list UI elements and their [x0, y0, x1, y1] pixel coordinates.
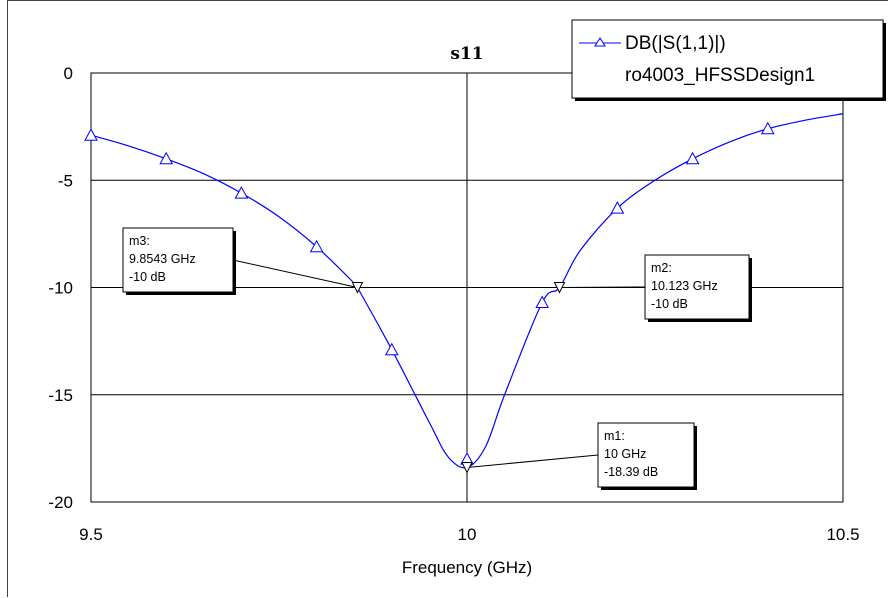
marker-box: [122, 227, 234, 293]
data-point-triangle: [535, 295, 550, 309]
marker-box: [644, 254, 750, 320]
data-point-triangle: [685, 151, 700, 165]
x-tick-label: 10: [458, 525, 477, 544]
tick-labels: 9.5 10 10.5 0 -5 -10 -15 -20: [48, 64, 859, 544]
s11-chart: 9.5 10 10.5 0 -5 -10 -15 -20 s11 Frequency (GHz…: [48, 19, 886, 577]
marker-leader-line: [232, 259, 358, 288]
marker-label: -10 dB: [651, 297, 688, 311]
data-point-triangle: [610, 201, 625, 214]
marker-label: 10 GHz: [604, 447, 646, 461]
marker-box: [597, 422, 695, 488]
y-tick-label: -15: [48, 386, 73, 405]
legend-box: [571, 19, 884, 99]
legend-triangle-icon: [594, 37, 606, 47]
marker-label: m3:: [129, 234, 150, 248]
data-point-triangle: [760, 121, 775, 135]
marker-label: 10.123 GHz: [651, 279, 718, 293]
marker-point-icon: [553, 282, 566, 294]
plot-window: 9.5 10 10.5 0 -5 -10 -15 -20 s11 Frequency (GHz…: [7, 0, 888, 597]
x-tick-label: 10.5: [826, 525, 859, 544]
data-point-triangle: [234, 186, 249, 199]
data-point-triangle: [159, 151, 174, 165]
marker-leader-line: [559, 286, 646, 288]
x-tick-label: 9.5: [79, 525, 103, 544]
marker-annotations: m3: 9.8543 GHz -10 dB m2: 10.123 GHz -10 dB m1…: [122, 227, 752, 490]
marker-label: 9.8543 GHz: [129, 252, 196, 266]
chart-title: s11: [450, 44, 483, 64]
data-point-triangle: [384, 342, 399, 356]
marker-point-icon: [351, 282, 364, 294]
marker-label: m2:: [651, 261, 672, 275]
legend: DB(|S(1,1)|) ro4003_HFSSDesign1: [571, 19, 886, 101]
marker-leader-line: [466, 454, 599, 468]
data-point-triangle: [309, 239, 324, 253]
y-tick-label: -20: [48, 493, 73, 512]
x-axis-label: Frequency (GHz): [402, 558, 532, 577]
y-tick-label: 0: [64, 64, 73, 83]
marker-point-icon: [461, 461, 473, 474]
marker-label: m1:: [604, 429, 625, 443]
legend-series-label: DB(|S(1,1)|): [625, 33, 726, 54]
marker-label: -18.39 dB: [604, 465, 658, 479]
y-tick-label: -10: [48, 279, 73, 298]
data-point-triangle: [84, 128, 98, 141]
marker-label: -10 dB: [129, 270, 166, 284]
series-layer: [84, 113, 844, 469]
y-tick-label: -5: [58, 171, 73, 190]
legend-design-label: ro4003_HFSSDesign1: [625, 65, 815, 86]
